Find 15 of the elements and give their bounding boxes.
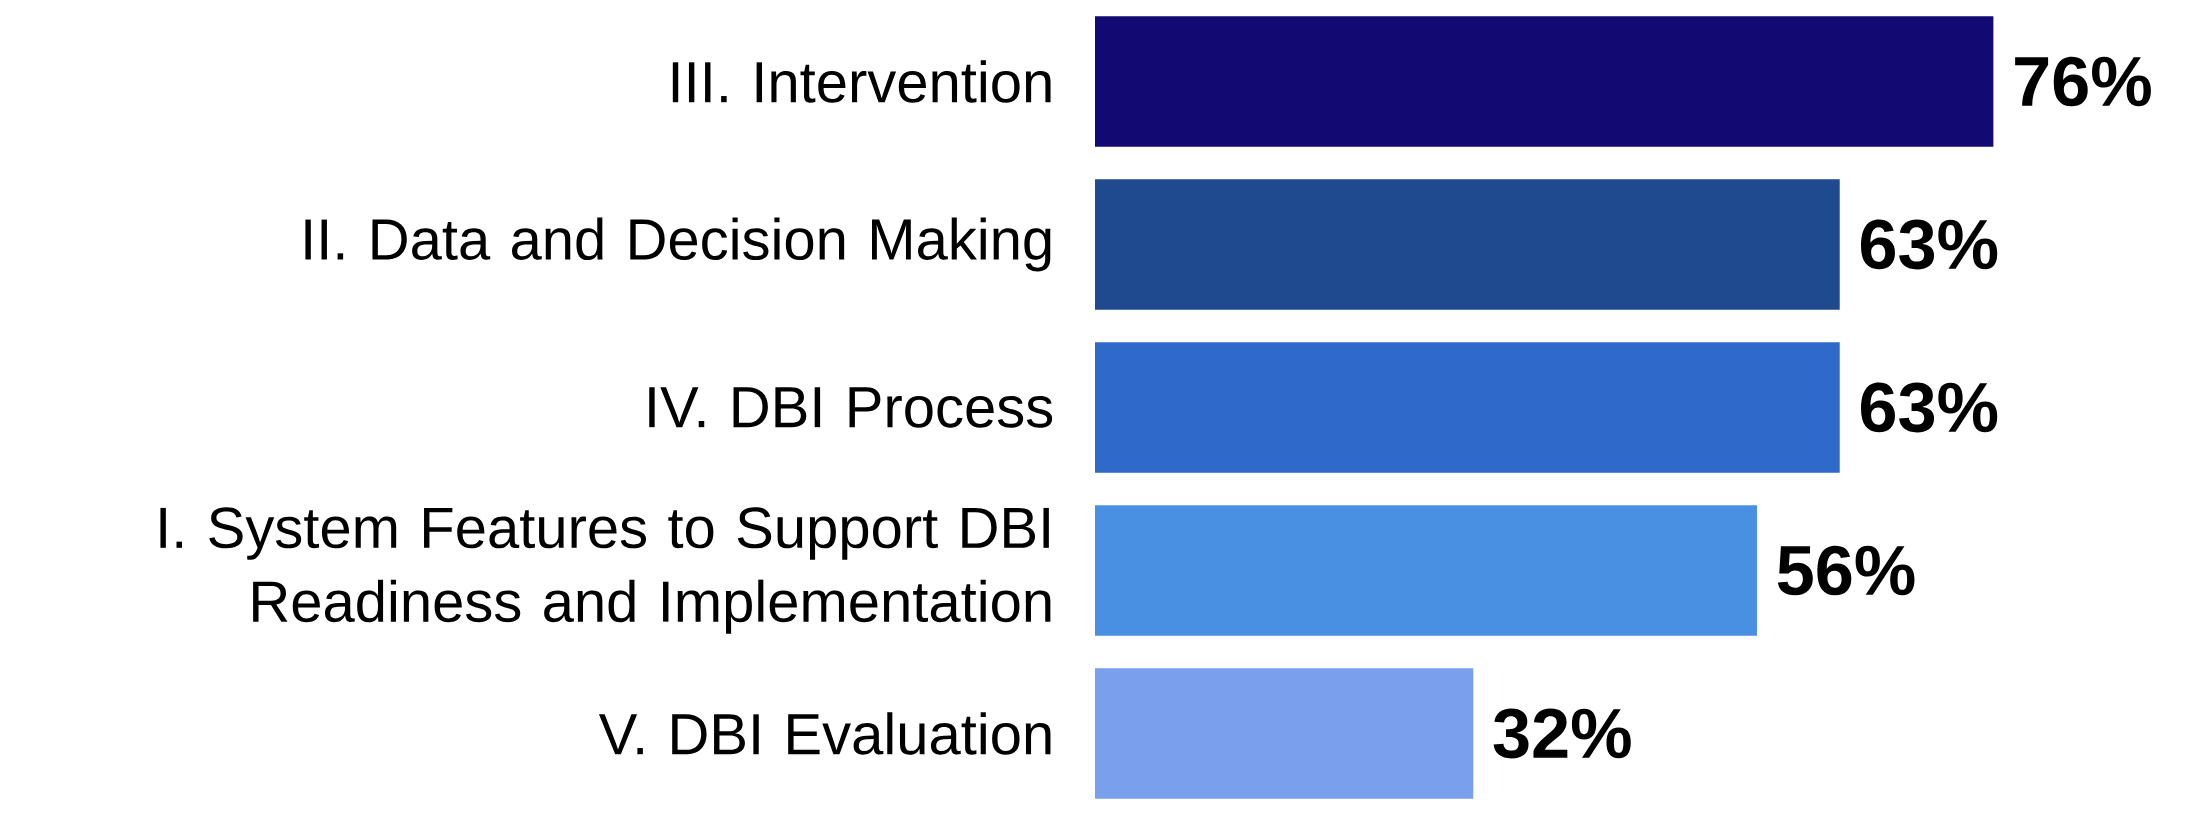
data-label: 56% — [1777, 545, 1915, 596]
y-tick-label: IV. DBI Process — [649, 387, 1053, 428]
y-tick-label: V. DBI Evaluation — [598, 712, 1051, 755]
data-label: 76% — [2015, 56, 2151, 107]
data-label: 63% — [1861, 382, 1998, 433]
bar — [1095, 16, 1994, 147]
bar — [1095, 668, 1474, 799]
bar — [1095, 505, 1757, 636]
data-label: 32% — [1493, 708, 1631, 759]
data-label: 63% — [1861, 219, 1998, 270]
bar — [1095, 179, 1840, 310]
y-tick-label: I. System Features to Support DBI Readiness and Implementation — [160, 507, 1051, 634]
y-tick-label: III. Intervention — [672, 60, 1051, 103]
bar — [1095, 342, 1840, 473]
y-tick-label: II. Data and Decision Making — [305, 217, 1051, 272]
